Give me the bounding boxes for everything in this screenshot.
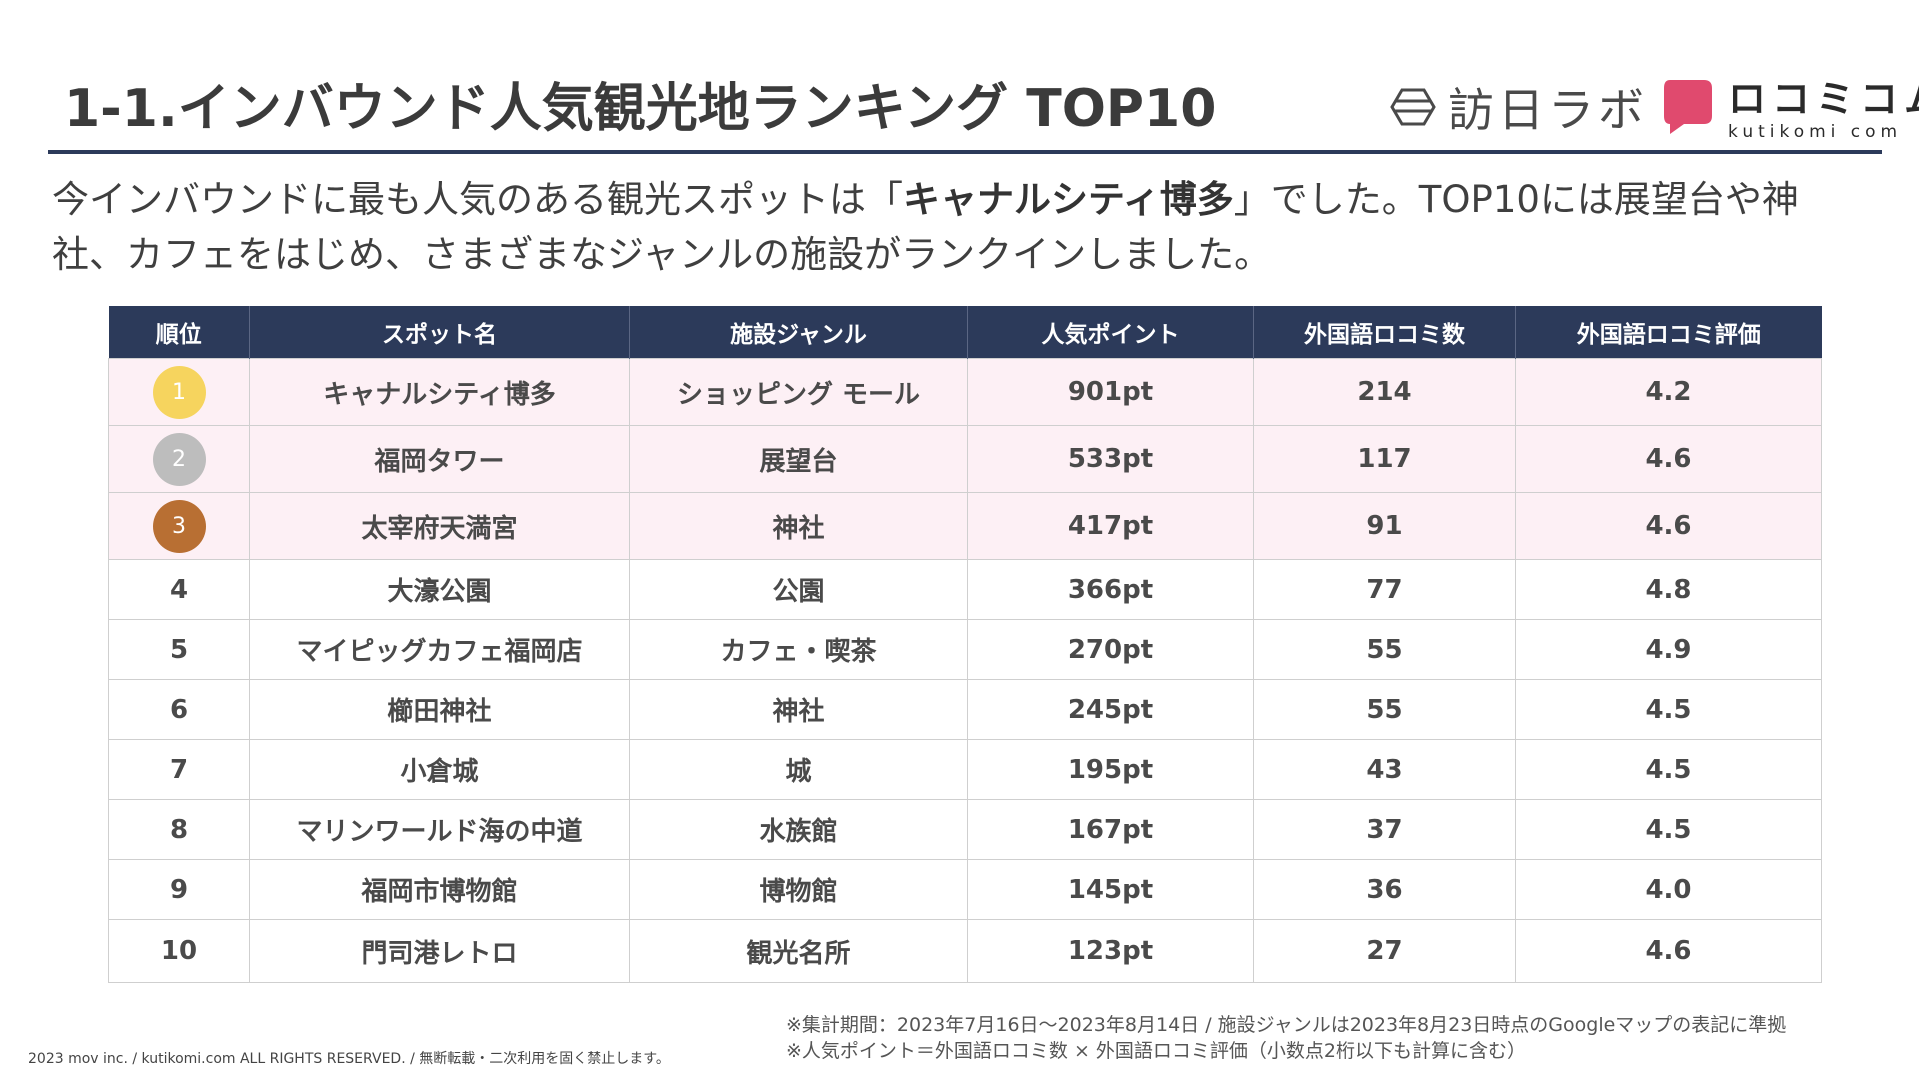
silver-medal-badge: 2 (152, 432, 206, 486)
spot-name-cell: 櫛田神社 (249, 679, 630, 740)
bronze-medal-badge: 3 (152, 499, 206, 553)
lead-highlight: キャナルシティ博多 (903, 178, 1234, 221)
points-cell: 123pt (967, 919, 1254, 983)
rank-cell: 6 (108, 679, 250, 740)
lead-paragraph: 今インバウンドに最も人気のある観光スポットは「キャナルシティ博多」でした。TOP… (52, 172, 1872, 282)
review-count-cell: 55 (1253, 619, 1516, 680)
spot-name-cell: マイピッグカフェ福岡店 (249, 619, 630, 680)
kutikomi-logo-text: ロコミコム (1728, 77, 1919, 121)
points-cell: 167pt (967, 799, 1254, 860)
lead-text-after: 」でした。TOP10には展望台や神社、カフェをはじめ、さまざまなジャンルの施設が… (52, 178, 1799, 276)
header-rank: 順位 (108, 306, 250, 359)
header-spot-name: スポット名 (249, 306, 630, 359)
houn-lab-logo-icon (1390, 88, 1436, 126)
table-row: 8 マリンワールド海の中道 水族館 167pt 37 4.5 (108, 799, 1822, 860)
rank-cell: 5 (108, 619, 250, 680)
rank-cell: 3 (108, 492, 250, 560)
genre-cell: ショッピング モール (629, 358, 968, 426)
review-count-cell: 55 (1253, 679, 1516, 740)
points-cell: 901pt (967, 358, 1254, 426)
spot-name-cell: 福岡市博物館 (249, 859, 630, 920)
genre-cell: 神社 (629, 679, 968, 740)
table-row: 1 キャナルシティ博多 ショッピング モール 901pt 214 4.2 (108, 358, 1822, 426)
houn-lab-logo: 訪日ラボ (1390, 82, 1648, 137)
rank-cell: 1 (108, 358, 250, 426)
rating-cell: 4.6 (1515, 492, 1822, 560)
rating-cell: 4.5 (1515, 679, 1822, 740)
spot-name-cell: 大濠公園 (249, 559, 630, 620)
review-count-cell: 36 (1253, 859, 1516, 920)
rank-cell: 7 (108, 739, 250, 800)
rank-cell: 8 (108, 799, 250, 860)
genre-cell: 博物館 (629, 859, 968, 920)
kutikomi-logo-subtext: kutikomi com (1728, 122, 1903, 142)
rating-cell: 4.5 (1515, 799, 1822, 860)
rating-cell: 4.9 (1515, 619, 1822, 680)
rank-cell: 4 (108, 559, 250, 620)
review-count-cell: 214 (1253, 358, 1516, 426)
genre-cell: 展望台 (629, 425, 968, 493)
table-row: 5 マイピッグカフェ福岡店 カフェ・喫茶 270pt 55 4.9 (108, 619, 1822, 680)
table-row: 6 櫛田神社 神社 245pt 55 4.5 (108, 679, 1822, 740)
rank-cell: 9 (108, 859, 250, 920)
rating-cell: 4.8 (1515, 559, 1822, 620)
genre-cell: 神社 (629, 492, 968, 560)
table-row: 4 大濠公園 公園 366pt 77 4.8 (108, 559, 1822, 620)
genre-cell: カフェ・喫茶 (629, 619, 968, 680)
points-cell: 366pt (967, 559, 1254, 620)
spot-name-cell: 小倉城 (249, 739, 630, 800)
spot-name-cell: マリンワールド海の中道 (249, 799, 630, 860)
ranking-table: 順位 スポット名 施設ジャンル 人気ポイント 外国語ロコミ数 外国語ロコミ評価 … (108, 306, 1822, 983)
rating-cell: 4.0 (1515, 859, 1822, 920)
genre-cell: 公園 (629, 559, 968, 620)
table-row: 2 福岡タワー 展望台 533pt 117 4.6 (108, 425, 1822, 493)
points-cell: 195pt (967, 739, 1254, 800)
review-count-cell: 77 (1253, 559, 1516, 620)
rating-cell: 4.6 (1515, 919, 1822, 983)
points-cell: 145pt (967, 859, 1254, 920)
rank-cell: 10 (108, 919, 250, 983)
header-popularity-points: 人気ポイント (967, 306, 1254, 359)
lead-text-before: 今インバウンドに最も人気のある観光スポットは「 (52, 178, 903, 221)
review-count-cell: 43 (1253, 739, 1516, 800)
table-row: 3 太宰府天満宮 神社 417pt 91 4.6 (108, 492, 1822, 560)
table-row: 9 福岡市博物館 博物館 145pt 36 4.0 (108, 859, 1822, 920)
rank-cell: 2 (108, 425, 250, 493)
houn-lab-logo-text: 訪日ラボ (1448, 83, 1648, 137)
header-review-rating: 外国語ロコミ評価 (1515, 306, 1822, 359)
note-formula: ※人気ポイント＝外国語ロコミ数 × 外国語ロコミ評価（小数点2桁以下も計算に含む… (786, 1040, 1527, 1062)
note-period: ※集計期間：2023年7月16日〜2023年8月14日 / 施設ジャンルは202… (786, 1014, 1787, 1036)
review-count-cell: 37 (1253, 799, 1516, 860)
gold-medal-badge: 1 (152, 365, 206, 419)
points-cell: 533pt (967, 425, 1254, 493)
review-count-cell: 91 (1253, 492, 1516, 560)
kutikomi-logo: ロコミコム kutikomi com (1664, 80, 1919, 141)
kutikomi-logo-icon (1664, 80, 1712, 134)
header-review-count: 外国語ロコミ数 (1253, 306, 1516, 359)
genre-cell: 水族館 (629, 799, 968, 860)
title-divider (48, 150, 1882, 154)
points-cell: 417pt (967, 492, 1254, 560)
table-row: 10 門司港レトロ 観光名所 123pt 27 4.6 (108, 919, 1822, 983)
review-count-cell: 27 (1253, 919, 1516, 983)
spot-name-cell: 太宰府天満宮 (249, 492, 630, 560)
spot-name-cell: 福岡タワー (249, 425, 630, 493)
page-title: 1-1.インバウンド人気観光地ランキング TOP10 (64, 79, 1217, 139)
points-cell: 245pt (967, 679, 1254, 740)
rating-cell: 4.2 (1515, 358, 1822, 426)
genre-cell: 観光名所 (629, 919, 968, 983)
header-facility-genre: 施設ジャンル (629, 306, 968, 359)
spot-name-cell: 門司港レトロ (249, 919, 630, 983)
spot-name-cell: キャナルシティ博多 (249, 358, 630, 426)
table-row: 7 小倉城 城 195pt 43 4.5 (108, 739, 1822, 800)
review-count-cell: 117 (1253, 425, 1516, 493)
rating-cell: 4.5 (1515, 739, 1822, 800)
genre-cell: 城 (629, 739, 968, 800)
table-header-row: 順位 スポット名 施設ジャンル 人気ポイント 外国語ロコミ数 外国語ロコミ評価 (108, 306, 1822, 359)
rating-cell: 4.6 (1515, 425, 1822, 493)
points-cell: 270pt (967, 619, 1254, 680)
copyright-footer: 2023 mov inc. / kutikomi.com ALL RIGHTS … (28, 1051, 670, 1067)
